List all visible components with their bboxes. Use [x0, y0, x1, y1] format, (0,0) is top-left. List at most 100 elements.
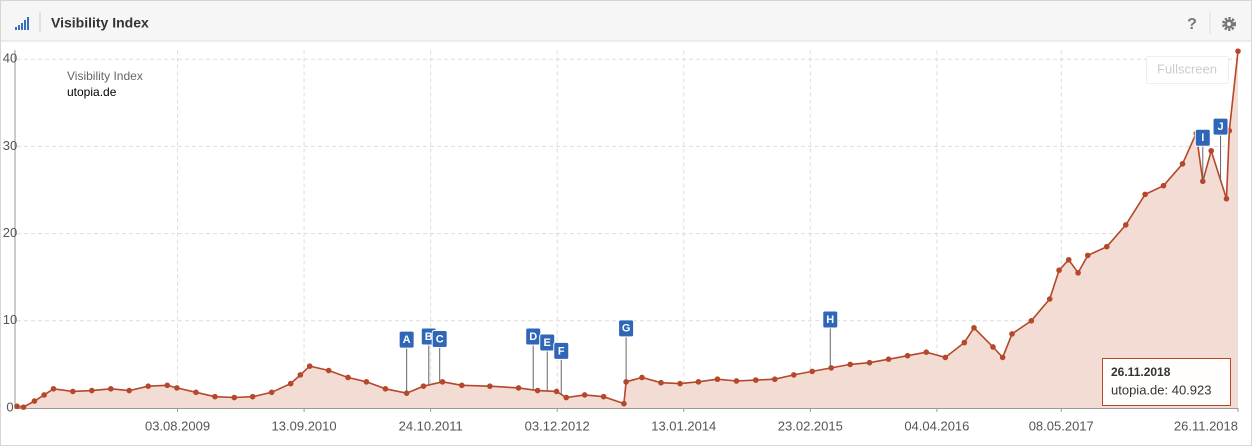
x-tick-label: 03.08.2009 — [145, 418, 210, 433]
event-label: A — [403, 334, 411, 346]
point — [108, 386, 114, 392]
point — [382, 386, 389, 392]
point — [752, 377, 759, 383]
point — [621, 400, 627, 407]
event-label: C — [436, 333, 444, 345]
point — [923, 349, 930, 355]
point — [733, 378, 740, 384]
point — [904, 352, 911, 359]
event-label: E — [544, 337, 551, 349]
event-label: D — [529, 331, 537, 343]
point — [345, 374, 351, 381]
point — [89, 387, 95, 394]
header — [1, 1, 1251, 41]
event-flag — [431, 329, 448, 348]
point — [1160, 182, 1167, 189]
point — [1084, 252, 1091, 259]
event-label: B — [425, 331, 433, 343]
point — [20, 404, 27, 410]
y-tick-label: 20 — [3, 225, 17, 240]
point — [563, 394, 570, 401]
point — [866, 359, 873, 366]
point — [1179, 161, 1186, 167]
legend-entry: utopia.de — [67, 85, 117, 99]
point — [325, 367, 332, 374]
tooltip — [1102, 358, 1231, 406]
event-flag — [1194, 128, 1211, 147]
point — [885, 356, 892, 362]
point — [1046, 296, 1053, 302]
point — [695, 379, 702, 385]
point — [1103, 243, 1110, 250]
tooltip-text: utopia.de: 40.923 — [1111, 382, 1211, 397]
point — [306, 363, 313, 369]
point — [1208, 147, 1214, 154]
line — [16, 51, 1239, 408]
point — [942, 354, 949, 361]
point — [439, 379, 446, 385]
point — [961, 339, 968, 346]
x-tick-label: 08.05.2017 — [1029, 418, 1094, 433]
event-label: I — [1201, 132, 1204, 144]
help-button[interactable]: ? — [1187, 16, 1197, 33]
event-flag — [398, 330, 415, 349]
x-tick-label: 13.09.2010 — [272, 418, 337, 433]
point — [31, 398, 38, 404]
point — [1065, 256, 1072, 263]
point — [999, 354, 1006, 361]
point — [828, 365, 835, 371]
point — [1075, 270, 1081, 276]
point — [809, 368, 815, 375]
header-title: Visibility Index — [51, 15, 149, 31]
event-label: G — [622, 323, 631, 335]
y-tick-label: 40 — [3, 51, 17, 66]
point — [145, 383, 152, 390]
fullscreen-label[interactable]: Fullscreen — [1157, 61, 1217, 76]
point — [553, 388, 560, 395]
x-tick-label: 23.02.2015 — [778, 418, 843, 433]
x-tick-label: 03.12.2012 — [525, 418, 590, 433]
event-flag — [822, 310, 839, 329]
y-tick-label: 0 — [6, 399, 13, 414]
point — [971, 324, 977, 331]
point — [658, 379, 664, 386]
point — [581, 392, 588, 398]
point — [287, 380, 294, 387]
point — [14, 403, 20, 410]
point — [847, 361, 854, 368]
point — [174, 385, 180, 391]
point — [297, 372, 304, 378]
point — [126, 387, 133, 394]
point — [41, 392, 47, 398]
event-flag — [618, 319, 635, 338]
point — [1028, 318, 1035, 324]
point — [459, 382, 465, 389]
fullscreen-button[interactable] — [1146, 56, 1229, 84]
x-tick-label: 24.10.2011 — [399, 418, 463, 433]
event-label: H — [826, 314, 834, 326]
point — [677, 380, 683, 387]
event-label: F — [558, 345, 565, 357]
tooltip-title: 26.11.2018 — [1111, 365, 1171, 379]
settings-button[interactable] — [1222, 17, 1236, 31]
point — [534, 387, 541, 394]
point — [623, 379, 629, 385]
point — [1235, 48, 1241, 54]
point — [164, 382, 171, 389]
y-tick-label: 10 — [3, 312, 17, 327]
point — [515, 385, 522, 391]
point — [193, 389, 199, 396]
point — [600, 393, 607, 400]
point — [1009, 331, 1015, 337]
point — [487, 383, 493, 390]
point — [50, 386, 57, 392]
point — [212, 393, 218, 400]
point — [639, 374, 645, 381]
x-tick-label: 04.04.2016 — [904, 418, 969, 433]
point — [714, 376, 721, 383]
point — [231, 394, 238, 401]
x-tick-label: 13.01.2014 — [651, 418, 716, 433]
legend-title: Visibility Index — [67, 69, 143, 83]
event-flag — [553, 341, 570, 360]
